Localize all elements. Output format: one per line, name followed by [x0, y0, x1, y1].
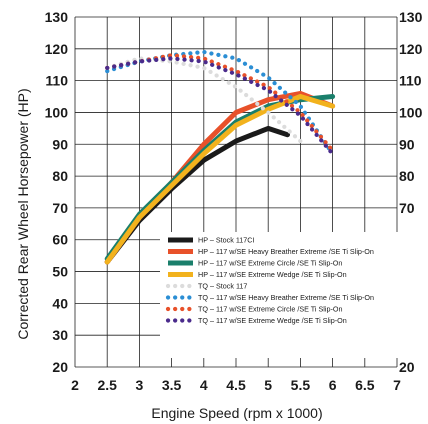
x-axis-label: Engine Speed (rpm x 1000)	[151, 405, 322, 421]
series-dotted-line-7	[105, 56, 335, 156]
right-y-tick-label: 130	[399, 9, 423, 25]
series-dotted-line-5	[105, 49, 335, 156]
legend-label: TQ – 117 w/SE Extreme Circle /SE Ti Slip…	[198, 305, 342, 314]
legend-label: HP – 117 w/SE Extreme Circle /SE Ti Slip…	[198, 259, 342, 268]
x-tick-label: 4	[200, 377, 208, 393]
right-y-tick-label: 80	[399, 168, 415, 184]
y-tick-label: 100	[45, 104, 69, 120]
right-y-tick-label: 120	[399, 41, 423, 57]
right-y-tick-label: 100	[399, 104, 423, 120]
x-tick-label: 5.5	[291, 377, 311, 393]
x-tick-label: 2	[71, 377, 79, 393]
series-dotted-line-6	[105, 53, 335, 153]
x-tick-label: 3	[136, 377, 144, 393]
y-tick-label: 90	[52, 136, 68, 152]
y-tick-label: 50	[52, 264, 68, 280]
x-tick-label: 2.5	[97, 377, 117, 393]
y-tick-label: 80	[52, 168, 68, 184]
x-tick-label: 5	[264, 377, 272, 393]
right-y-tick-label: 70	[399, 200, 415, 216]
y-tick-label: 30	[52, 327, 68, 343]
legend-label: TQ – 117 w/SE Heavy Breather Extreme /SE…	[198, 293, 374, 302]
legend-label: TQ – 117 w/SE Extreme Wedge /SE Ti Slip-…	[198, 316, 347, 325]
tick-labels: 2 2.5 3 3.5 4 4.5 5 5.5 6 6.5 7 20 30 40 50 60 70 80 90 100…	[45, 9, 423, 393]
series-line-3	[104, 94, 336, 265]
y-tick-label: 110	[45, 73, 68, 89]
series-layer	[104, 49, 336, 265]
y-tick-label: 40	[52, 295, 68, 311]
x-tick-label: 7	[393, 377, 401, 393]
legend-label: TQ – Stock 117	[198, 282, 247, 291]
right-y-tick-label: 110	[399, 73, 422, 89]
legend-box	[160, 232, 426, 358]
x-tick-label: 4.5	[226, 377, 246, 393]
right-y-tick-label: 20	[399, 359, 415, 375]
x-tick-label: 6.5	[355, 377, 375, 393]
x-tick-label: 3.5	[162, 377, 182, 393]
y-axis-label: Corrected Rear Wheel Horsepower (HP)	[15, 88, 31, 339]
y-tick-label: 130	[45, 9, 69, 25]
y-tick-label: 70	[52, 200, 68, 216]
legend-label: HP – 117 w/SE Heavy Breather Extreme /SE…	[198, 247, 374, 256]
right-y-tick-label: 90	[399, 136, 415, 152]
legend: HP – Stock 117CI HP – 117 w/SE Heavy Brea…	[160, 232, 426, 358]
y-tick-label: 60	[52, 232, 68, 248]
legend-label: HP – Stock 117CI	[198, 236, 254, 245]
y-tick-label: 120	[45, 41, 69, 57]
x-tick-label: 6	[329, 377, 337, 393]
y-tick-label: 20	[52, 359, 68, 375]
legend-label: HP – 117 w/SE Extreme Wedge /SE Ti Slip-…	[198, 270, 347, 279]
